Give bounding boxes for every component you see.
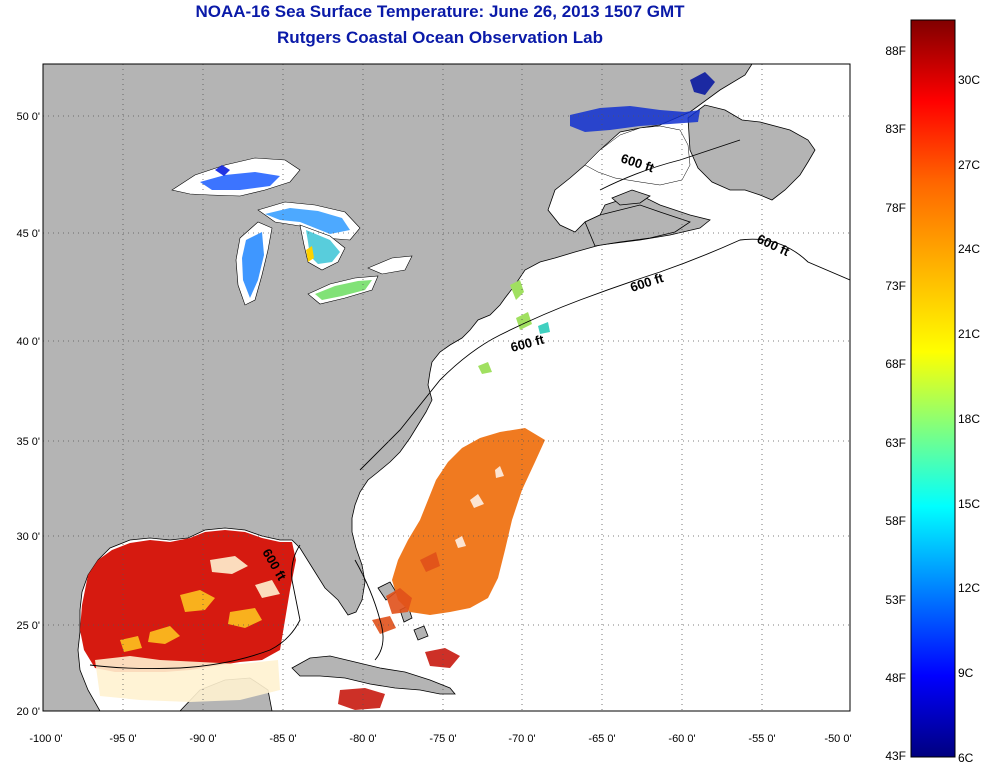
sst-labrador — [690, 72, 715, 95]
lon-tick-label: -95 0' — [109, 733, 136, 745]
lon-tick-label: -80 0' — [349, 733, 376, 745]
colorbar-f-label: 68F — [885, 357, 906, 371]
lon-tick-label: -50 0' — [824, 733, 851, 745]
sst-new-england-cyan — [538, 322, 550, 334]
land-maritimes — [687, 104, 816, 201]
sst-new-england — [478, 280, 532, 374]
map-subtitle: Rutgers Coastal Ocean Observation Lab — [277, 28, 603, 47]
sst-atlantic-holes — [455, 466, 504, 548]
colorbar-c-label: 15C — [958, 497, 980, 511]
lon-tick-label: -100 0' — [29, 733, 62, 745]
lat-tick-label: 35 0' — [16, 436, 40, 448]
colorbar-f-label: 53F — [885, 593, 906, 607]
map-frame — [42, 63, 851, 712]
colorbar-c-label: 12C — [958, 581, 980, 595]
temperature-colorbar — [910, 19, 956, 758]
lat-tick-label: 45 0' — [16, 228, 40, 240]
colorbar-c-label: 30C — [958, 73, 980, 87]
land-cuba — [291, 655, 456, 695]
sst-atlantic-dark — [372, 552, 440, 634]
map-title: NOAA-16 Sea Surface Temperature: June 26… — [195, 2, 685, 21]
colorbar-c-label: 27C — [958, 158, 980, 172]
land-north-america — [43, 64, 753, 711]
lon-tick-label: -90 0' — [189, 733, 216, 745]
colorbar-f-label: 48F — [885, 671, 906, 685]
great-lakes — [171, 157, 413, 306]
colorbar-c-label: 18C — [958, 412, 980, 426]
lat-tick-label: 25 0' — [16, 620, 40, 632]
lon-tick-label: -55 0' — [748, 733, 775, 745]
colorbar-f-label: 83F — [885, 122, 906, 136]
lon-tick-label: -85 0' — [269, 733, 296, 745]
colorbar-f-label: 63F — [885, 436, 906, 450]
lat-tick-label: 50 0' — [16, 111, 40, 123]
colorbar-f-label: 73F — [885, 279, 906, 293]
isobath-600ft — [89, 139, 850, 670]
colorbar-c-label: 24C — [958, 242, 980, 256]
sst-gulf-warm-patches — [120, 590, 262, 652]
colorbar-f-label: 43F — [885, 749, 906, 763]
sst-gulf-light-patches — [95, 556, 280, 702]
lon-tick-label: -60 0' — [668, 733, 695, 745]
sst-st-lawrence — [570, 106, 700, 132]
colorbar-f-label: 88F — [885, 44, 906, 58]
colorbar-f-label: 58F — [885, 514, 906, 528]
lat-tick-label: 40 0' — [16, 336, 40, 348]
lon-tick-label: -65 0' — [588, 733, 615, 745]
colorbar-c-label: 21C — [958, 327, 980, 341]
gulf-st-lawrence — [584, 125, 691, 186]
land-pei — [611, 189, 651, 206]
lat-tick-label: 20 0' — [16, 706, 40, 718]
lon-tick-label: -70 0' — [508, 733, 535, 745]
land-nova-scotia — [584, 204, 691, 247]
colorbar-f-label: 78F — [885, 201, 906, 215]
lon-tick-label: -75 0' — [429, 733, 456, 745]
sst-caribbean — [338, 648, 460, 710]
lat-tick-label: 30 0' — [16, 531, 40, 543]
colorbar-c-label: 9C — [958, 666, 974, 680]
colorbar-c-label: 6C — [958, 751, 974, 765]
